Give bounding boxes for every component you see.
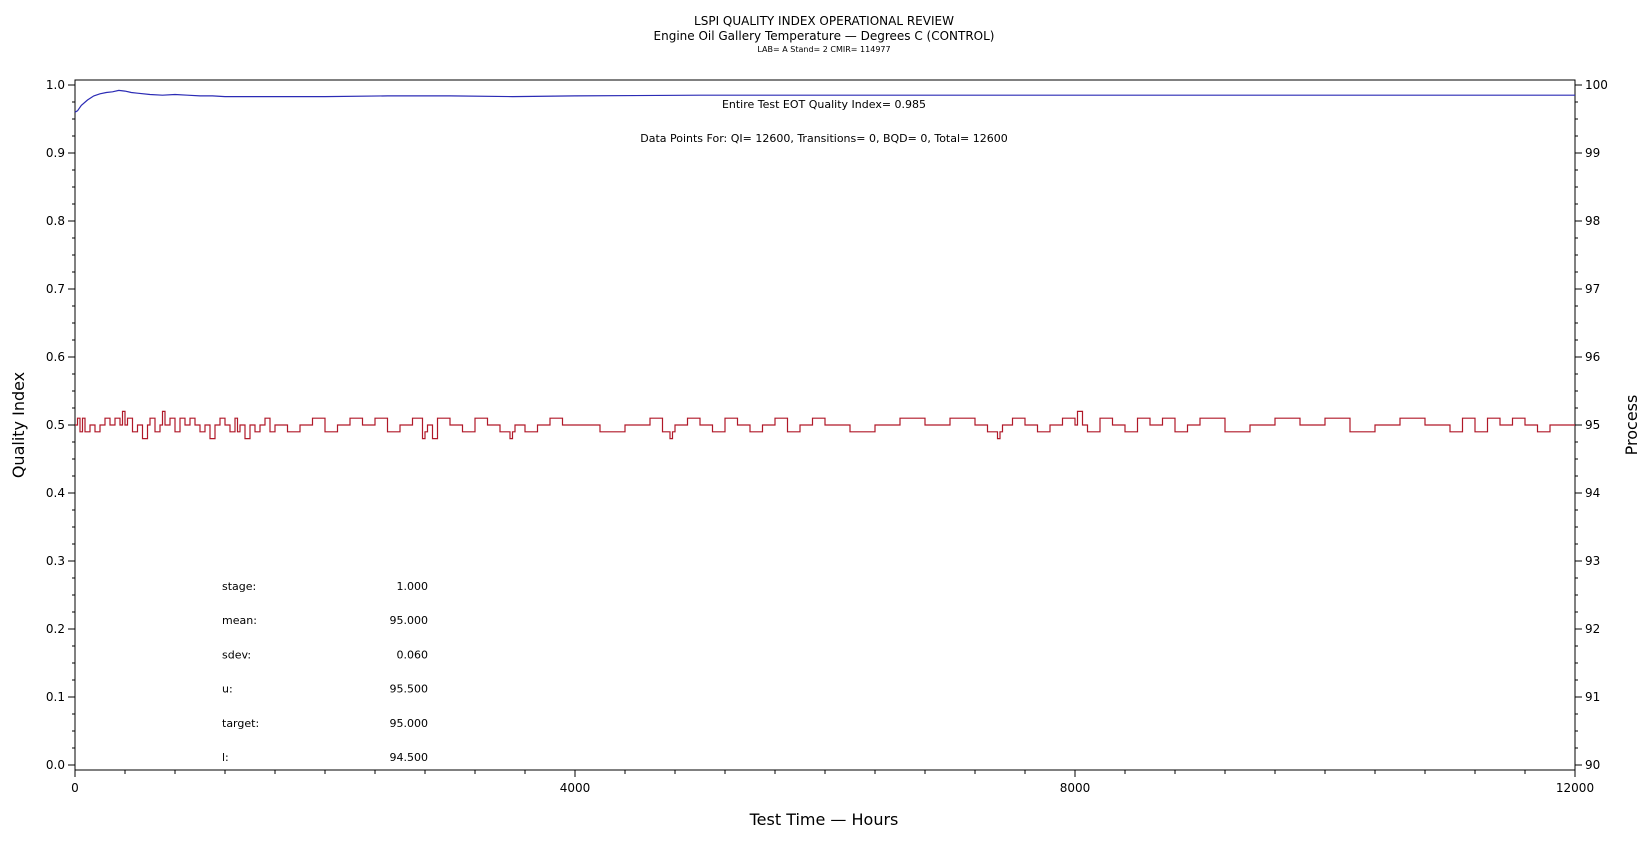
y2-tick-label: 93 [1585,554,1600,568]
y2-tick-label: 91 [1585,690,1600,704]
stat-label: mean: [222,614,257,627]
y2-tick-label: 94 [1585,486,1600,500]
stat-label: sdev: [222,648,251,661]
qi-annotation: Entire Test EOT Quality Index= 0.985 [722,98,926,111]
chart-subtitle: Engine Oil Gallery Temperature — Degrees… [654,29,995,43]
x-tick-label: 4000 [560,781,591,795]
stat-value: 95.000 [390,614,429,627]
stat-value: 95.000 [390,717,429,730]
y-tick-label: 0.0 [46,758,65,772]
y2-tick-label: 95 [1585,418,1600,432]
y-tick-label: 0.4 [46,486,65,500]
y-tick-label: 0.2 [46,622,65,636]
y2-tick-label: 96 [1585,350,1600,364]
y-tick-label: 0.9 [46,146,65,160]
y2-tick-label: 99 [1585,146,1600,160]
y2-tick-label: 97 [1585,282,1600,296]
chart-subtitle-2: LAB= A Stand= 2 CMIR= 114977 [757,45,890,54]
y-tick-label: 0.7 [46,282,65,296]
y-tick-label: 0.3 [46,554,65,568]
x-axis-label: Test Time — Hours [749,810,899,829]
x-tick-label: 0 [71,781,79,795]
stat-value: 0.060 [397,648,429,661]
y2-axis-label: Process [1622,395,1641,456]
y2-tick-label: 98 [1585,214,1600,228]
series-layer [74,89,1575,440]
x-tick-label: 12000 [1556,781,1594,795]
y2-tick-label: 90 [1585,758,1600,772]
process-line [75,410,1575,440]
stat-value: 95.500 [390,683,429,696]
axes: 0.0 0.1 0.2 0.3 0.4 0.5 0.6 0.7 0.8 0.9 1.0 90 91 92 9… [46,78,1608,795]
stat-label: l: [222,751,229,764]
y-tick-label: 0.6 [46,350,65,364]
y-axis-label: Quality Index [9,372,28,478]
stat-label: u: [222,683,233,696]
y-tick-label: 0.5 [46,418,65,432]
stat-value: 94.500 [390,751,429,764]
quality-index-line [74,89,1575,113]
y-tick-label: 0.1 [46,690,65,704]
stats-panel: stage: 1.000 mean: 95.000 sdev: 0.060 u: 95.500… [222,580,428,764]
stat-value: 1.000 [397,580,429,593]
chart-title: LSPI QUALITY INDEX OPERATIONAL REVIEW [694,14,954,28]
y-tick-label: 0.8 [46,214,65,228]
stat-label: target: [222,717,259,730]
y2-tick-label: 100 [1585,78,1608,92]
y2-tick-label: 92 [1585,622,1600,636]
data-points-annotation: Data Points For: QI= 12600, Transitions=… [640,132,1008,145]
stat-label: stage: [222,580,256,593]
y-tick-label: 1.0 [46,78,65,92]
x-tick-label: 8000 [1060,781,1091,795]
